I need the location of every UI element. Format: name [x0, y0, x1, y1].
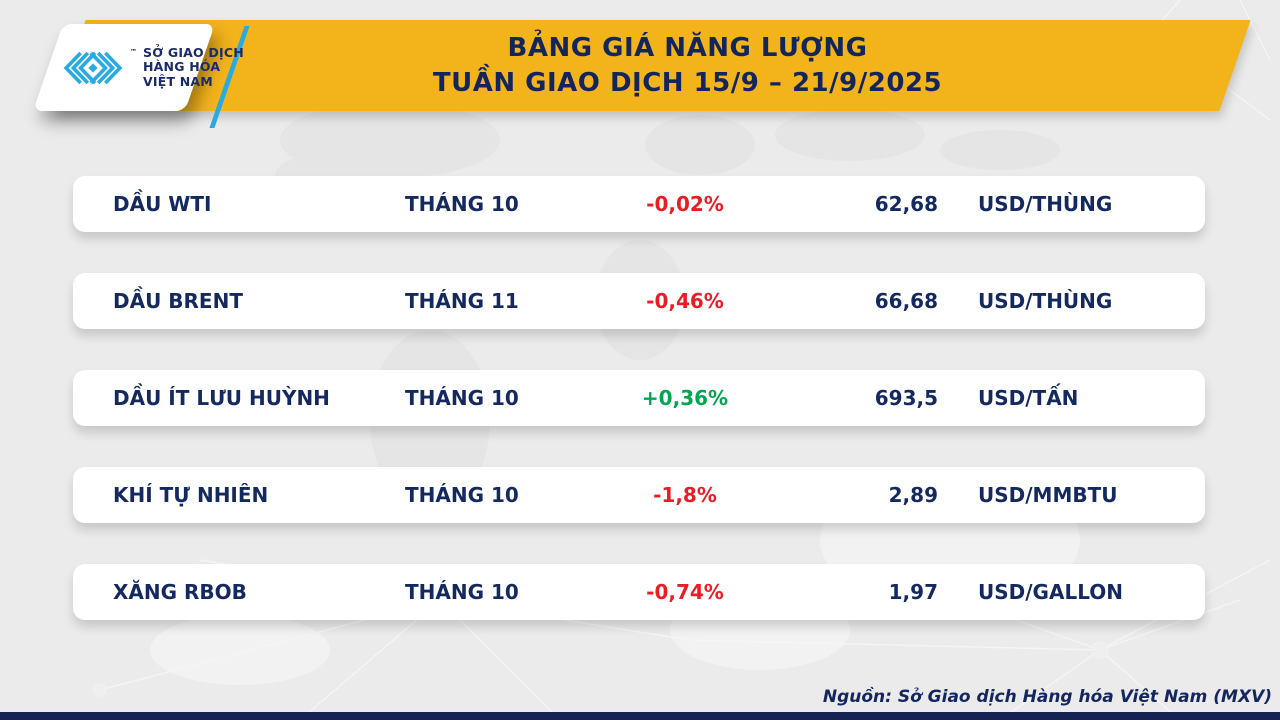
- price-unit: USD/THÙNG: [978, 192, 1113, 216]
- price-value: 1,97: [888, 580, 938, 604]
- commodity-name: DẦU ÍT LƯU HUỲNH: [113, 386, 330, 410]
- price-table: DẦU WTI THÁNG 10 -0,02% 62,68 USD/THÙNG …: [73, 176, 1205, 620]
- price-row: DẦU BRENT THÁNG 11 -0,46% 66,68 USD/THÙN…: [73, 273, 1205, 329]
- price-change: -0,46%: [646, 289, 724, 313]
- price-row: DẦU WTI THÁNG 10 -0,02% 62,68 USD/THÙNG: [73, 176, 1205, 232]
- logo-text-line1: SỞ GIAO DỊCH: [143, 44, 244, 60]
- mxv-chevron-logo-icon: [63, 51, 123, 84]
- price-row: DẦU ÍT LƯU HUỲNH THÁNG 10 +0,36% 693,5 U…: [73, 370, 1205, 426]
- source-note: Nguồn: Sở Giao dịch Hàng hóa Việt Nam (M…: [822, 687, 1272, 707]
- price-value: 66,68: [874, 289, 938, 313]
- price-value: 2,89: [888, 483, 938, 507]
- commodity-name: DẦU BRENT: [113, 289, 243, 313]
- commodity-name: DẦU WTI: [113, 192, 212, 216]
- price-change: -0,02%: [646, 192, 724, 216]
- price-unit: USD/MMBTU: [978, 483, 1118, 507]
- commodity-name: KHÍ TỰ NHIÊN: [113, 483, 269, 507]
- price-value: 62,68: [874, 192, 938, 216]
- contract-month: THÁNG 11: [405, 289, 519, 313]
- page-title-line2: TUẦN GIAO DỊCH 15/9 – 21/9/2025: [432, 67, 943, 98]
- price-unit: USD/TẤN: [978, 386, 1079, 410]
- trademark-symbol: ™: [130, 48, 137, 56]
- price-change: -0,74%: [646, 580, 724, 604]
- mxv-logo-plate: ™ SỞ GIAO DỊCH HÀNG HÓA VIỆT NAM: [33, 24, 244, 111]
- mxv-logo-text: SỞ GIAO DỊCH HÀNG HÓA VIỆT NAM: [143, 44, 244, 90]
- contract-month: THÁNG 10: [405, 483, 519, 507]
- contract-month: THÁNG 10: [405, 386, 519, 410]
- logo-text-line2: HÀNG HÓA: [143, 59, 221, 75]
- price-change: -1,8%: [653, 483, 717, 507]
- price-change: +0,36%: [641, 386, 729, 410]
- price-value: 693,5: [874, 386, 938, 410]
- bottom-accent-bar: [0, 712, 1280, 720]
- page-title-line1: BẢNG GIÁ NĂNG LƯỢNG: [507, 32, 868, 63]
- commodity-name: XĂNG RBOB: [113, 580, 247, 604]
- price-unit: USD/THÙNG: [978, 289, 1113, 313]
- price-row: KHÍ TỰ NHIÊN THÁNG 10 -1,8% 2,89 USD/MMB…: [73, 467, 1205, 523]
- price-unit: USD/GALLON: [978, 580, 1123, 604]
- logo-text-line3: VIỆT NAM: [143, 73, 213, 89]
- contract-month: THÁNG 10: [405, 192, 519, 216]
- contract-month: THÁNG 10: [405, 580, 519, 604]
- price-row: XĂNG RBOB THÁNG 10 -0,74% 1,97 USD/GALLO…: [73, 564, 1205, 620]
